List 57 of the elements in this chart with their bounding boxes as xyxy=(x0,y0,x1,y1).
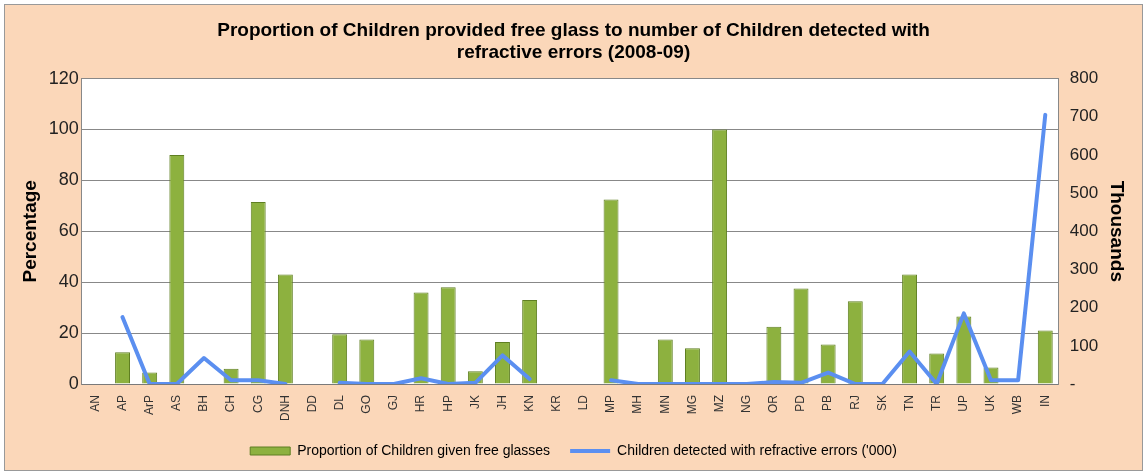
y2-tick-label: 400 xyxy=(1069,220,1099,240)
x-tick-label: PB xyxy=(820,395,835,412)
legend-label: Children detected with refractive errors ('000) xyxy=(617,441,897,458)
x-tick-label: UP xyxy=(956,395,971,412)
x-tick-label: RJ xyxy=(847,395,862,410)
x-tick-label: HP xyxy=(440,395,455,412)
y2-tick-label: 200 xyxy=(1069,297,1099,317)
x-tick-label: LD xyxy=(576,394,591,411)
y-tick-label: 60 xyxy=(58,220,79,241)
x-tick-label: GO xyxy=(359,395,374,414)
x-tick-label: AS xyxy=(169,395,184,412)
y-tick-label: 80 xyxy=(58,169,79,190)
x-tick-label: MZ xyxy=(711,395,726,413)
x-tick-label: SK xyxy=(874,395,889,412)
y2-tick-label: 700 xyxy=(1069,106,1099,126)
x-tick-label: CG xyxy=(250,395,265,413)
y2-tick-label: - xyxy=(1069,373,1076,393)
x-tick-label: NG xyxy=(739,395,754,413)
y2-tick-label: 800 xyxy=(1069,68,1099,88)
x-tick-label: DD xyxy=(304,394,319,413)
x-tick-label: UK xyxy=(983,395,998,412)
x-tick-label: TR xyxy=(929,394,944,411)
y2-tick-label: 300 xyxy=(1069,259,1099,279)
y-tick-label: 100 xyxy=(48,118,79,139)
x-tick-label: PD xyxy=(793,394,808,412)
y-tick-label: 20 xyxy=(58,322,79,343)
y2-tick-label: 500 xyxy=(1069,182,1099,202)
x-tick-label: BH xyxy=(196,395,211,412)
x-tick-label: MG xyxy=(684,395,699,415)
x-tick-label: WB xyxy=(1010,395,1025,415)
x-tick-label: JH xyxy=(494,395,509,410)
x-tick-label: IN xyxy=(1037,395,1052,407)
x-tick-label: GJ xyxy=(386,395,401,411)
x-tick-label: CH xyxy=(223,395,238,413)
y-tick-label: 0 xyxy=(68,372,79,393)
x-tick-label: ArP xyxy=(141,395,156,416)
x-tick-label: MH xyxy=(630,395,645,414)
y2-tick-label: 100 xyxy=(1069,335,1099,355)
x-tick-label: AP xyxy=(114,395,129,412)
y-tick-label: 40 xyxy=(58,271,79,292)
x-tick-label: OR xyxy=(766,394,781,413)
x-tick-label: MP xyxy=(603,395,618,413)
y2-axis-title: Thousands xyxy=(1107,180,1129,282)
x-tick-label: DL xyxy=(331,394,346,411)
x-tick-label: MN xyxy=(657,395,672,414)
y-tick-label: 120 xyxy=(48,67,79,88)
chart-title: Proportion of Children provided free glass to number of Children detected with refractive errors (2008-09) xyxy=(217,18,930,63)
legend-label: Proportion of Children given free glasses xyxy=(297,441,551,458)
y-axis-title: Percentage xyxy=(18,180,40,283)
y2-tick-label: 600 xyxy=(1069,144,1099,164)
x-tick-label: HR xyxy=(413,394,428,413)
x-tick-label: TN xyxy=(901,395,916,411)
x-tick-label: KR xyxy=(549,394,564,412)
x-tick-label: KN xyxy=(521,395,536,412)
x-tick-label: DNH xyxy=(277,395,292,421)
x-tick-label: AN xyxy=(87,395,102,412)
x-tick-label: JK xyxy=(467,395,482,410)
